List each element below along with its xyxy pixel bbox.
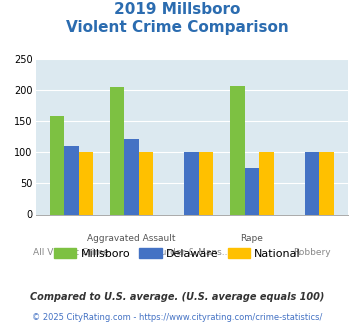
Bar <box>124 139 139 214</box>
Bar <box>110 87 124 214</box>
Bar <box>50 116 64 214</box>
Bar <box>78 152 93 214</box>
Text: Robbery: Robbery <box>293 248 331 257</box>
Bar <box>64 146 78 214</box>
Text: © 2025 CityRating.com - https://www.cityrating.com/crime-statistics/: © 2025 CityRating.com - https://www.city… <box>32 313 323 322</box>
Text: Violent Crime Comparison: Violent Crime Comparison <box>66 20 289 35</box>
Text: Rape: Rape <box>240 234 263 243</box>
Text: Aggravated Assault: Aggravated Assault <box>87 234 176 243</box>
Bar <box>259 152 274 214</box>
Text: All Violent Crime: All Violent Crime <box>33 248 109 257</box>
Bar <box>139 152 153 214</box>
Text: Compared to U.S. average. (U.S. average equals 100): Compared to U.S. average. (U.S. average … <box>30 292 325 302</box>
Bar <box>319 152 334 214</box>
Text: 2019 Millsboro: 2019 Millsboro <box>114 2 241 16</box>
Bar <box>199 152 213 214</box>
Bar <box>185 152 199 214</box>
Bar <box>230 86 245 214</box>
Bar <box>305 152 319 214</box>
Text: Murder & Mans...: Murder & Mans... <box>153 248 230 257</box>
Legend: Millsboro, Delaware, National: Millsboro, Delaware, National <box>50 244 305 263</box>
Bar <box>245 168 259 214</box>
